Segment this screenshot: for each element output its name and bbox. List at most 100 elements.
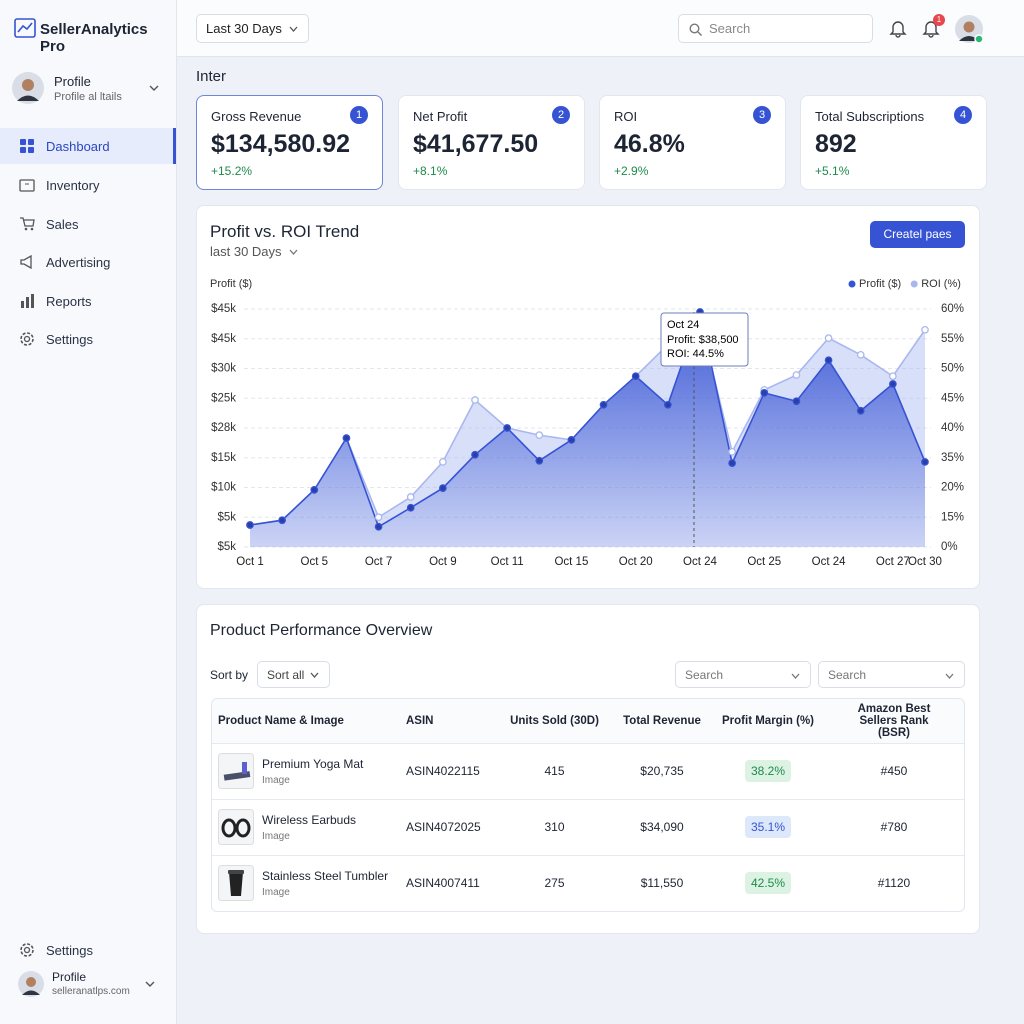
kpi-card[interactable]: ROI 3 46.8% +2.9%	[599, 95, 786, 190]
range-select[interactable]: Last 30 Days	[196, 14, 309, 43]
sort-select[interactable]: Sort all	[257, 661, 330, 688]
y2-tick-label: 60%	[941, 303, 964, 315]
table-row[interactable]: Stainless Steel Tumbler Image ASIN4007411…	[212, 855, 964, 911]
units: 415	[497, 743, 612, 800]
data-point	[824, 356, 833, 365]
bsr: #450	[824, 743, 964, 800]
search-placeholder: Search	[709, 21, 751, 36]
nav-item[interactable]: Sales	[0, 206, 176, 242]
data-point	[792, 371, 801, 379]
nav-item[interactable]: Settings	[0, 321, 176, 357]
nav-label: Settings	[46, 942, 93, 958]
data-point	[471, 396, 479, 404]
y-tick-label: $5k	[217, 511, 236, 523]
product-name: Wireless Earbuds	[262, 812, 357, 827]
kpi-change: +8.1%	[413, 164, 448, 178]
sort-value: Sort all	[267, 667, 305, 682]
tooltip-profit: Profit: $38,500	[667, 334, 739, 346]
x-tick-label: Oct 24	[683, 556, 717, 568]
y2-tick-label: 20%	[941, 482, 964, 494]
data-point	[406, 493, 415, 501]
kpi-change: +2.9%	[614, 164, 649, 178]
data-point	[599, 400, 608, 409]
kpi-card[interactable]: Total Subscriptions 4 892 +5.1%	[800, 95, 987, 190]
data-point	[921, 458, 929, 466]
series-line	[249, 308, 926, 528]
revenue: $34,090	[612, 799, 712, 856]
product-name: Stainless Steel Tumbler	[262, 868, 389, 883]
column-header: Units Sold (30D)	[497, 699, 612, 744]
data-point	[406, 503, 415, 512]
tooltip-date: Oct 24	[667, 319, 699, 331]
column-header: Product Name & Image	[212, 699, 402, 744]
tooltip-roi: ROI: 44.5%	[667, 348, 724, 360]
x-tick-label: Oct 24	[812, 556, 846, 568]
units: 310	[497, 799, 612, 856]
kpi-change: +15.2%	[211, 164, 253, 178]
asin: ASIN4007411	[406, 876, 480, 891]
nav-item[interactable]: Settings	[0, 932, 176, 968]
filter-select[interactable]: Search	[675, 661, 811, 688]
search-box[interactable]: Search	[678, 14, 873, 43]
y-tick-label: $45k	[211, 333, 236, 345]
nav-label: Inventory	[46, 177, 100, 193]
kpi-card[interactable]: Gross Revenue 1 $134,580.92 +15.2%	[196, 95, 383, 190]
bsr: #780	[824, 799, 964, 856]
section-label: Inter	[196, 68, 227, 85]
kpi-card[interactable]: Net Profit 2 $41,677.50 +8.1%	[398, 95, 585, 190]
nav-item[interactable]: Advertising	[0, 244, 176, 280]
revenue: $11,550	[640, 876, 684, 891]
data-point	[471, 450, 479, 459]
filter-label: Search	[828, 667, 867, 682]
kpi-value: $134,580.92	[211, 130, 351, 158]
y2-tick-label: 35%	[941, 452, 964, 464]
y2-tick-label: 50%	[941, 363, 964, 375]
data-point	[310, 486, 319, 494]
table-row[interactable]: Premium Yoga Mat Image ASIN4022115 415 $2…	[212, 743, 964, 800]
asin: ASIN4022115	[402, 743, 497, 800]
kpi-title: Net Profit	[413, 109, 468, 124]
chart-subtitle: last 30 Days	[210, 244, 282, 259]
nav-label: Reports	[46, 293, 92, 309]
y-tick-label: $45k	[211, 303, 236, 315]
y2-tick-label: 45%	[941, 392, 964, 404]
logo: SellerAnalytics Pro	[40, 21, 148, 55]
nav-item[interactable]: Reports	[0, 283, 176, 319]
bell-icon[interactable]	[889, 19, 907, 38]
chart-range[interactable]: last 30 Days	[210, 244, 298, 259]
x-tick-label: Oct 15	[554, 556, 588, 568]
legend-label: Profit ($)	[859, 278, 901, 290]
footer-name: Profile	[52, 970, 87, 984]
chart: Profit ($) $5k $5k $10k $15k $28k $25k $30k $45…	[210, 278, 964, 568]
table-row[interactable]: Wireless Earbuds Image ASIN4072025 310 $3…	[212, 799, 964, 856]
range-label: Last 30 Days	[206, 21, 282, 36]
kpi-badge: 2	[552, 106, 570, 124]
create-button[interactable]: Createl paes	[870, 221, 965, 248]
nav-label: Dashboard	[46, 138, 110, 154]
x-tick-label: Oct 5	[301, 556, 328, 568]
y-tick-label: $15k	[211, 452, 236, 464]
user-avatar[interactable]	[955, 15, 985, 45]
x-tick-label: Oct 30	[908, 556, 942, 568]
filter-select[interactable]: Search	[818, 661, 965, 688]
data-point	[760, 389, 769, 397]
data-point	[889, 372, 897, 381]
footer-email: selleranatlps.com	[52, 986, 130, 997]
x-tick-label: Oct 11	[491, 556, 524, 568]
logo-icon	[14, 18, 36, 38]
data-point	[824, 334, 833, 343]
data-point	[342, 434, 351, 442]
kpi-badge: 3	[753, 106, 771, 124]
margin-pill: 38.2%	[744, 760, 792, 782]
chevron[interactable]	[149, 84, 159, 92]
sidebar: SellerAnalytics Pro Profile Profile al l…	[0, 0, 177, 1024]
chevron[interactable]	[145, 980, 155, 988]
product-sub: Image	[262, 830, 290, 842]
kpi-title: Gross Revenue	[211, 109, 302, 124]
data-point	[439, 458, 447, 466]
y2-tick-label: 15%	[941, 511, 964, 523]
nav-item[interactable]: Inventory	[0, 167, 176, 203]
profile-name[interactable]: Profile	[54, 74, 91, 89]
nav-item[interactable]: Dashboard	[0, 128, 176, 164]
